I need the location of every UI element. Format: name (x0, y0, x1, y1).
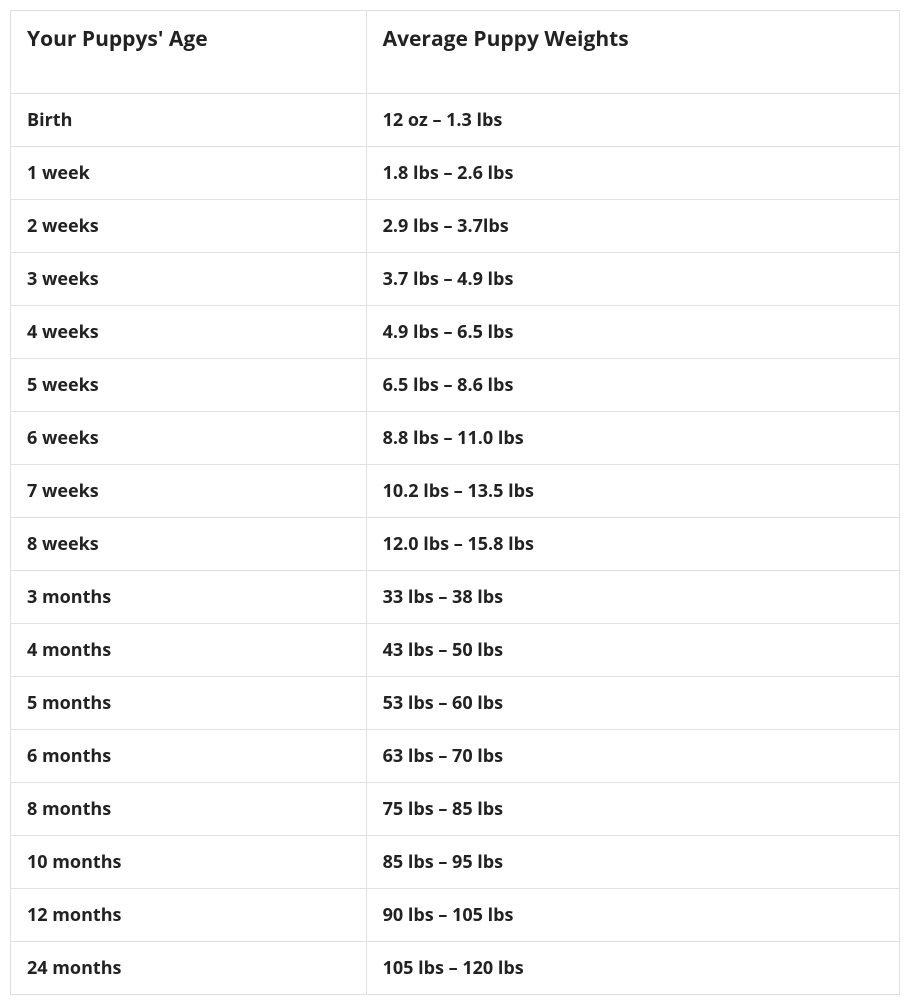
cell-weight: 12 oz – 1.3 lbs (366, 94, 899, 147)
cell-weight: 90 lbs – 105 lbs (366, 889, 899, 942)
cell-age: 3 months (11, 571, 367, 624)
cell-age: 6 months (11, 730, 367, 783)
cell-age: 5 months (11, 677, 367, 730)
cell-age: 4 weeks (11, 306, 367, 359)
cell-weight: 6.5 lbs – 8.6 lbs (366, 359, 899, 412)
cell-age: 3 weeks (11, 253, 367, 306)
cell-weight: 3.7 lbs – 4.9 lbs (366, 253, 899, 306)
table-row: 3 months 33 lbs – 38 lbs (11, 571, 900, 624)
cell-weight: 12.0 lbs – 15.8 lbs (366, 518, 899, 571)
table-row: Birth 12 oz – 1.3 lbs (11, 94, 900, 147)
cell-weight: 8.8 lbs – 11.0 lbs (366, 412, 899, 465)
cell-age: 12 months (11, 889, 367, 942)
table-row: 6 months 63 lbs – 70 lbs (11, 730, 900, 783)
cell-weight: 85 lbs – 95 lbs (366, 836, 899, 889)
cell-age: 10 months (11, 836, 367, 889)
table-row: 3 weeks 3.7 lbs – 4.9 lbs (11, 253, 900, 306)
table-row: 6 weeks 8.8 lbs – 11.0 lbs (11, 412, 900, 465)
table-row: 8 months 75 lbs – 85 lbs (11, 783, 900, 836)
table-row: 5 weeks 6.5 lbs – 8.6 lbs (11, 359, 900, 412)
cell-weight: 33 lbs – 38 lbs (366, 571, 899, 624)
cell-age: 4 months (11, 624, 367, 677)
cell-weight: 75 lbs – 85 lbs (366, 783, 899, 836)
cell-age: 6 weeks (11, 412, 367, 465)
table-row: 8 weeks 12.0 lbs – 15.8 lbs (11, 518, 900, 571)
table-body: Birth 12 oz – 1.3 lbs 1 week 1.8 lbs – 2… (11, 94, 900, 995)
cell-weight: 2.9 lbs – 3.7lbs (366, 200, 899, 253)
cell-weight: 1.8 lbs – 2.6 lbs (366, 147, 899, 200)
cell-age: 1 week (11, 147, 367, 200)
cell-age: 7 weeks (11, 465, 367, 518)
cell-age: Birth (11, 94, 367, 147)
cell-weight: 63 lbs – 70 lbs (366, 730, 899, 783)
cell-weight: 10.2 lbs – 13.5 lbs (366, 465, 899, 518)
table-row: 4 weeks 4.9 lbs – 6.5 lbs (11, 306, 900, 359)
table-row: 10 months 85 lbs – 95 lbs (11, 836, 900, 889)
column-header-weight: Average Puppy Weights (366, 11, 899, 94)
cell-age: 24 months (11, 942, 367, 995)
table-row: 5 months 53 lbs – 60 lbs (11, 677, 900, 730)
table-row: 12 months 90 lbs – 105 lbs (11, 889, 900, 942)
table-header-row: Your Puppys' Age Average Puppy Weights (11, 11, 900, 94)
cell-age: 2 weeks (11, 200, 367, 253)
cell-weight: 105 lbs – 120 lbs (366, 942, 899, 995)
table-row: 4 months 43 lbs – 50 lbs (11, 624, 900, 677)
puppy-weight-table: Your Puppys' Age Average Puppy Weights B… (10, 10, 900, 995)
cell-age: 5 weeks (11, 359, 367, 412)
table-row: 7 weeks 10.2 lbs – 13.5 lbs (11, 465, 900, 518)
table-row: 2 weeks 2.9 lbs – 3.7lbs (11, 200, 900, 253)
cell-weight: 43 lbs – 50 lbs (366, 624, 899, 677)
table-row: 24 months 105 lbs – 120 lbs (11, 942, 900, 995)
cell-weight: 53 lbs – 60 lbs (366, 677, 899, 730)
column-header-age: Your Puppys' Age (11, 11, 367, 94)
cell-weight: 4.9 lbs – 6.5 lbs (366, 306, 899, 359)
table-row: 1 week 1.8 lbs – 2.6 lbs (11, 147, 900, 200)
cell-age: 8 weeks (11, 518, 367, 571)
cell-age: 8 months (11, 783, 367, 836)
